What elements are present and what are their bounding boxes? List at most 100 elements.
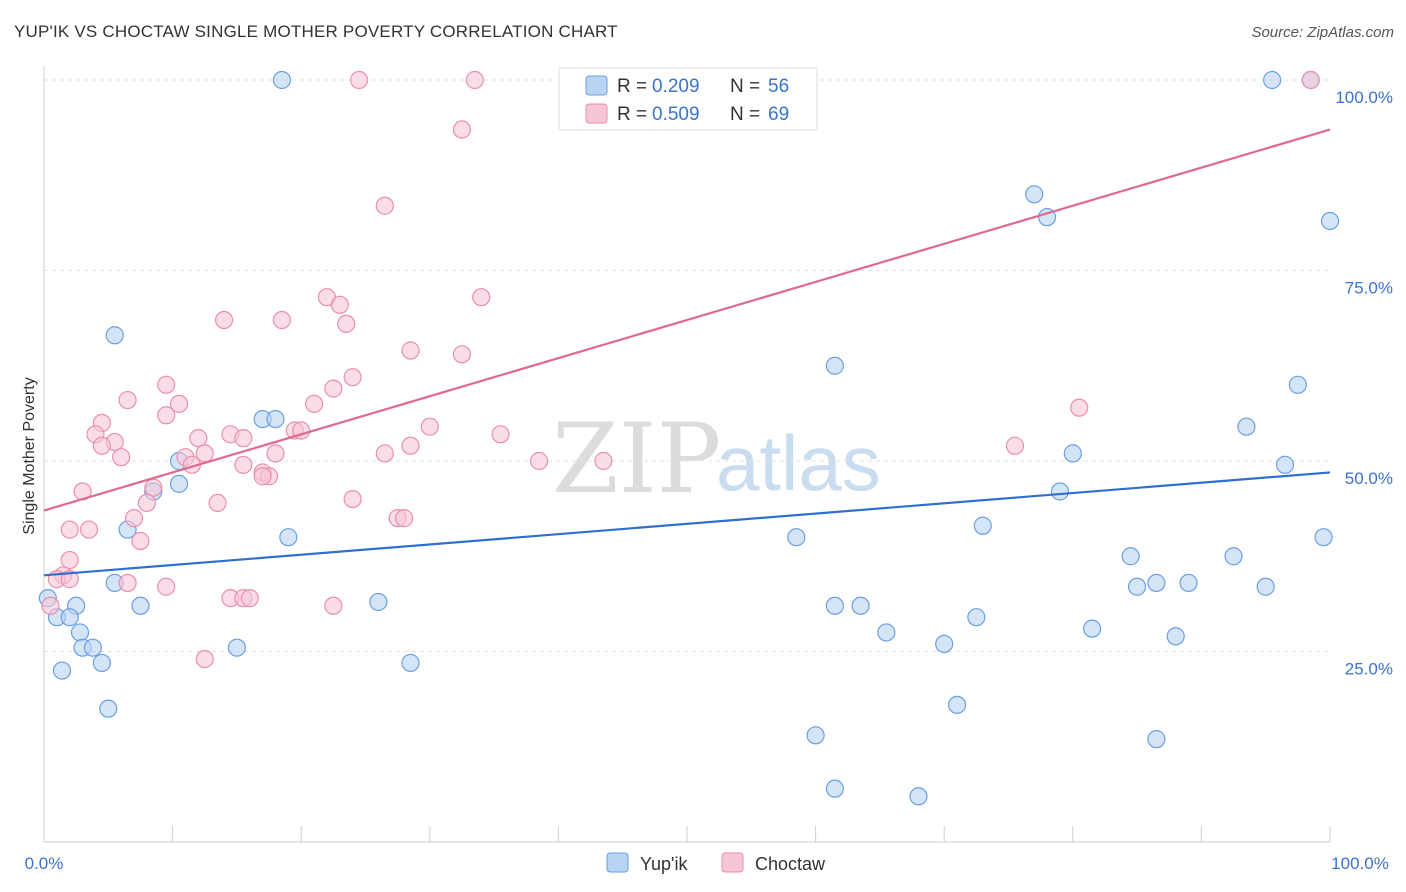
point-choctaw: [118, 390, 137, 410]
y-tick-label-100: 100.0%: [1335, 88, 1393, 107]
legend-r-value-yupik: 0.209: [652, 76, 700, 97]
point-choctaw: [157, 375, 176, 394]
point-yupik: [1147, 573, 1166, 593]
point-yupik: [266, 409, 285, 429]
point-yupik: [935, 634, 954, 653]
point-choctaw: [375, 196, 394, 215]
point-choctaw: [208, 493, 227, 513]
point-yupik: [92, 653, 111, 673]
y-tick-labels: 25.0% 50.0% 75.0% 100.0%: [1335, 88, 1393, 679]
point-yupik: [806, 726, 825, 745]
point-yupik: [1237, 417, 1256, 436]
point-yupik: [825, 779, 844, 798]
point-yupik: [169, 474, 189, 493]
point-yupik: [1025, 185, 1044, 204]
point-yupik: [227, 638, 246, 657]
point-choctaw: [375, 444, 394, 463]
point-yupik: [947, 695, 967, 714]
point-yupik: [877, 623, 896, 642]
point-yupik: [973, 516, 992, 535]
y-tick-label-25: 25.0%: [1345, 660, 1393, 679]
point-yupik: [1147, 730, 1166, 749]
point-choctaw: [594, 451, 613, 471]
watermark-atlas: atlas: [716, 419, 881, 507]
legend-n-label-choctaw: N =: [730, 104, 760, 125]
point-yupik: [1288, 375, 1307, 394]
point-choctaw: [324, 379, 343, 398]
point-choctaw: [343, 368, 362, 387]
point-choctaw: [41, 596, 60, 615]
point-choctaw: [330, 295, 349, 314]
point-yupik: [1082, 619, 1102, 638]
legend-n-value-yupik: 56: [768, 76, 789, 97]
point-choctaw: [394, 509, 414, 528]
point-yupik: [1263, 70, 1282, 90]
y-axis-title: Single Mother Poverty: [21, 377, 38, 534]
point-choctaw: [266, 444, 285, 463]
point-choctaw: [214, 310, 234, 330]
watermark-zip: ZIP: [552, 403, 721, 515]
legend: R = 0.209 N = 56 R = 0.509 N = 69: [558, 67, 818, 131]
legend-n-value-choctaw: 69: [768, 104, 789, 125]
chart-source: Source: ZipAtlas.com: [1251, 24, 1394, 41]
point-choctaw: [1070, 398, 1089, 417]
point-choctaw: [420, 417, 439, 436]
point-yupik: [105, 326, 124, 345]
point-choctaw: [465, 70, 484, 90]
bottom-legend: Yup'ik Choctaw: [606, 852, 826, 874]
point-choctaw: [137, 493, 156, 513]
data-points: [38, 70, 1340, 806]
point-choctaw: [240, 589, 259, 608]
point-choctaw: [234, 429, 253, 448]
point-choctaw: [530, 451, 549, 471]
point-choctaw: [118, 573, 137, 593]
point-yupik: [1256, 577, 1275, 596]
legend-n-label-yupik: N =: [730, 76, 760, 97]
point-yupik: [83, 638, 102, 657]
point-yupik: [1121, 547, 1140, 566]
point-yupik: [99, 699, 118, 718]
point-choctaw: [337, 314, 356, 333]
point-choctaw: [349, 70, 369, 90]
x-axis-ticks: [43, 826, 1331, 842]
point-choctaw: [92, 436, 111, 455]
point-choctaw: [401, 341, 420, 360]
point-choctaw: [472, 288, 491, 307]
legend-swatch-choctaw: [585, 103, 608, 124]
bottom-legend-swatch-choctaw: [721, 852, 744, 873]
point-yupik: [909, 787, 928, 806]
point-choctaw: [272, 310, 292, 330]
legend-r-label-choctaw: R =: [617, 104, 647, 125]
watermark: ZIP atlas: [552, 403, 881, 515]
point-yupik: [1166, 627, 1185, 646]
x-tick-label-0: 0.0%: [25, 854, 64, 873]
point-choctaw: [304, 394, 324, 413]
point-yupik: [60, 608, 79, 627]
point-choctaw: [144, 478, 163, 497]
trend-line-yupik: [43, 471, 1331, 577]
point-yupik: [787, 528, 806, 547]
chart-title: YUP'IK VS CHOCTAW SINGLE MOTHER POVERTY …: [14, 22, 618, 41]
point-choctaw: [60, 550, 79, 570]
y-tick-label-50: 50.0%: [1345, 469, 1393, 488]
point-yupik: [272, 70, 292, 90]
point-choctaw: [124, 509, 144, 528]
x-tick-label-100: 100.0%: [1331, 854, 1389, 873]
point-choctaw: [491, 425, 510, 444]
bottom-legend-label-choctaw: Choctaw: [755, 854, 826, 874]
point-yupik: [1179, 573, 1198, 593]
point-yupik: [1050, 482, 1070, 501]
point-choctaw: [112, 448, 131, 467]
point-yupik: [1275, 455, 1295, 474]
point-choctaw: [131, 531, 150, 551]
trend-lines: [43, 128, 1331, 577]
point-choctaw: [324, 596, 343, 615]
legend-r-label-yupik: R =: [617, 76, 647, 97]
point-choctaw: [1005, 436, 1025, 455]
point-choctaw: [189, 429, 208, 448]
point-choctaw: [157, 406, 176, 425]
point-choctaw: [452, 120, 472, 139]
y-tick-label-75: 75.0%: [1345, 279, 1393, 298]
bottom-legend-label-yupik: Yup'ik: [640, 854, 688, 874]
